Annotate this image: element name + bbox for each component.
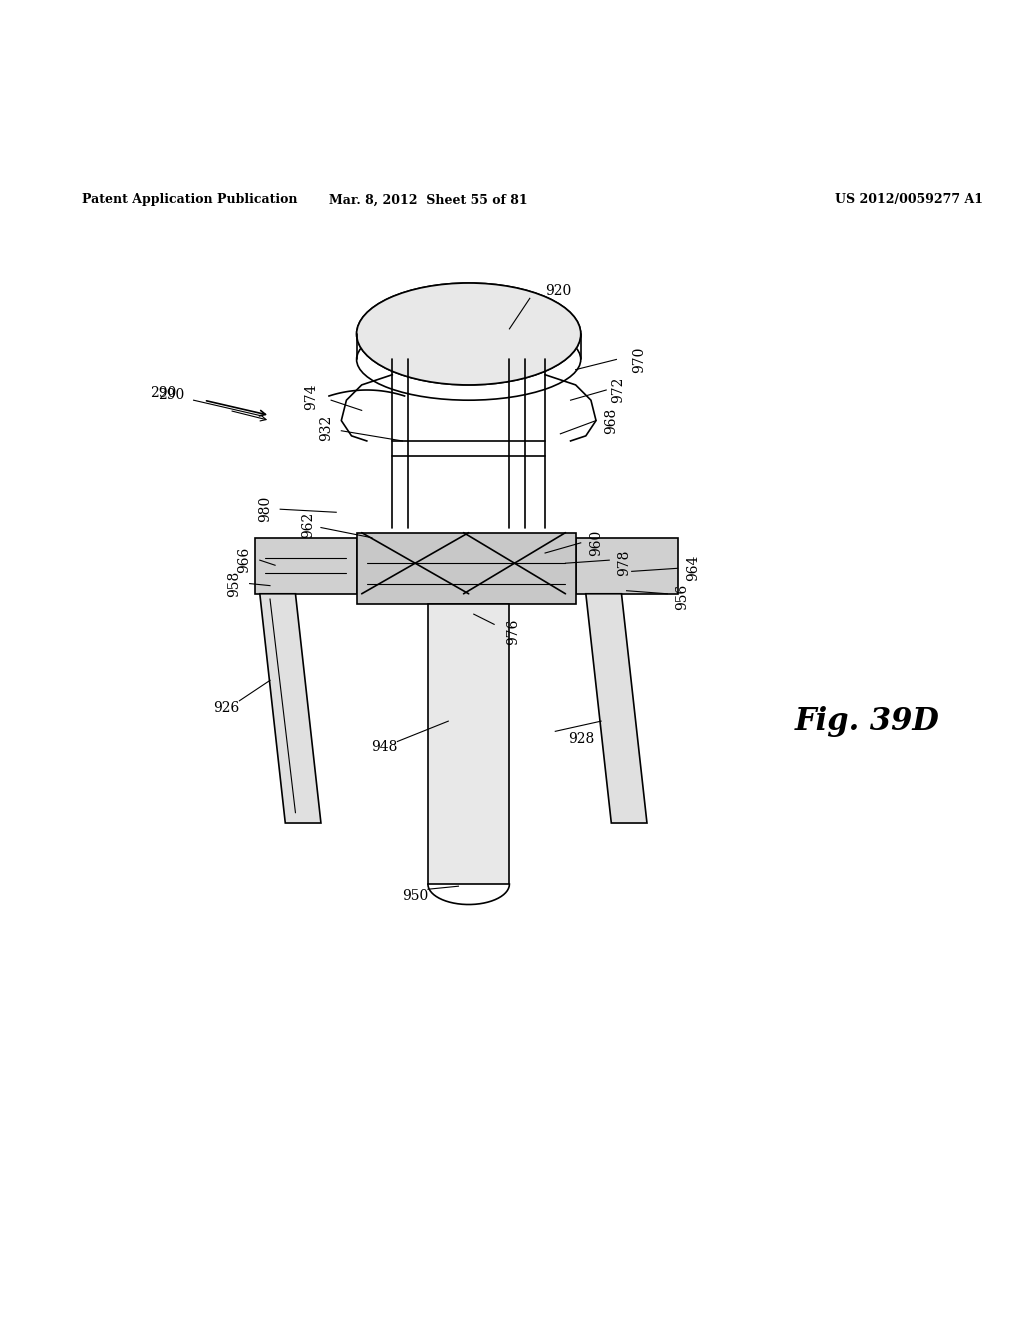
Text: Fig. 39D: Fig. 39D (795, 706, 940, 737)
Polygon shape (586, 594, 647, 822)
Text: 958: 958 (227, 570, 242, 597)
Text: 970: 970 (632, 346, 646, 372)
Text: 920: 920 (545, 284, 571, 298)
Text: US 2012/0059277 A1: US 2012/0059277 A1 (836, 193, 983, 206)
Text: Patent Application Publication: Patent Application Publication (82, 193, 297, 206)
Text: 976: 976 (506, 618, 520, 644)
FancyBboxPatch shape (255, 537, 356, 594)
Text: 980: 980 (258, 496, 272, 523)
Text: 960: 960 (589, 529, 603, 556)
Text: 290: 290 (150, 385, 176, 400)
Ellipse shape (356, 282, 581, 385)
Text: 962: 962 (301, 511, 314, 537)
Text: 932: 932 (319, 414, 333, 441)
Text: 964: 964 (686, 556, 699, 582)
Text: 968: 968 (604, 408, 618, 434)
FancyBboxPatch shape (575, 537, 678, 594)
FancyBboxPatch shape (356, 533, 575, 605)
Text: 972: 972 (611, 376, 626, 403)
Text: 926: 926 (213, 701, 240, 715)
Text: 290: 290 (158, 388, 184, 403)
Text: Mar. 8, 2012  Sheet 55 of 81: Mar. 8, 2012 Sheet 55 of 81 (329, 193, 527, 206)
Text: 966: 966 (238, 546, 252, 573)
Text: 928: 928 (568, 733, 595, 747)
Text: 974: 974 (304, 384, 317, 411)
Polygon shape (260, 594, 321, 822)
Text: 956: 956 (676, 583, 689, 610)
Text: 950: 950 (402, 890, 429, 903)
Text: 978: 978 (617, 550, 632, 577)
Polygon shape (428, 605, 509, 884)
Text: 948: 948 (371, 739, 397, 754)
